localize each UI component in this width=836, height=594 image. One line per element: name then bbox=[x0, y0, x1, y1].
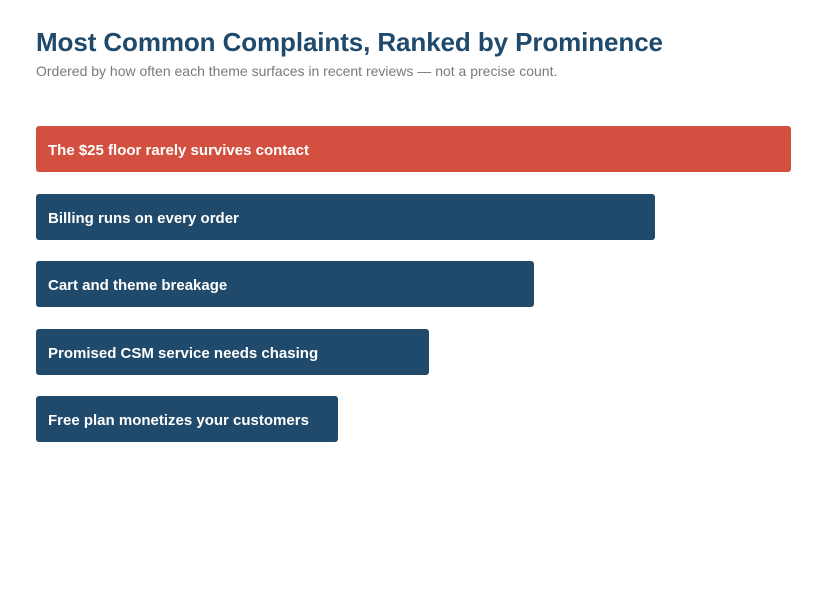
bar-label: Free plan monetizes your customers bbox=[48, 411, 309, 429]
bar-5: Free plan monetizes your customers bbox=[36, 396, 338, 442]
bar-4: Promised CSM service needs chasing bbox=[36, 329, 429, 375]
chart-title: Most Common Complaints, Ranked by Promin… bbox=[36, 27, 663, 57]
bar-label: Billing runs on every order bbox=[48, 209, 239, 227]
bar-2: Billing runs on every order bbox=[36, 194, 655, 240]
bar-label: Promised CSM service needs chasing bbox=[48, 344, 319, 362]
bar-label: The $25 floor rarely survives contact bbox=[48, 141, 309, 159]
chart-subtitle: Ordered by how often each theme surfaces… bbox=[36, 63, 558, 79]
bar-1: The $25 floor rarely survives contact bbox=[36, 126, 791, 172]
bar-label: Cart and theme breakage bbox=[48, 276, 228, 294]
bar-3: Cart and theme breakage bbox=[36, 261, 534, 307]
